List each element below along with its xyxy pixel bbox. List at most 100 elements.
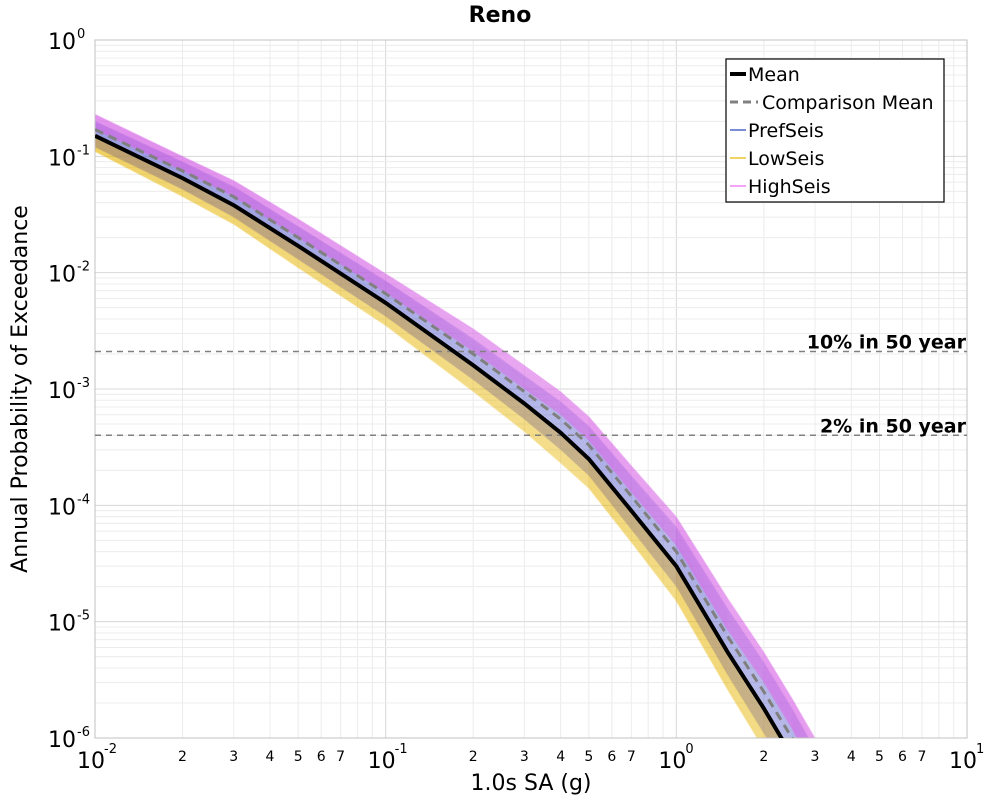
lowseis-curve: [95, 140, 774, 738]
highseis-curve: [95, 115, 814, 738]
mixed-curve: [95, 136, 783, 738]
highseis-curve: [95, 117, 811, 738]
x-minor-tick-label: 2: [178, 749, 187, 765]
prefseis-curve: [95, 142, 774, 738]
prefseis-curve: [95, 130, 795, 738]
highseis-curve: [95, 122, 805, 738]
highseis-curve: [95, 119, 808, 738]
mixed-curve: [95, 116, 812, 738]
x-minor-tick-label: 6: [317, 749, 326, 765]
x-minor-tick-label: 3: [520, 749, 529, 765]
y-tick-exponent: -3: [77, 376, 90, 391]
prefseis-curve: [95, 132, 792, 738]
highseis-curve: [95, 123, 804, 738]
x-minor-tick-label: 7: [627, 749, 636, 765]
mixed-curve: [95, 140, 777, 738]
lowseis-curve: [95, 140, 775, 738]
comparison-mean-line: [95, 128, 794, 738]
lowseis-curve: [95, 139, 776, 738]
prefseis-curve: [95, 120, 809, 738]
mixed-curve: [95, 115, 813, 738]
lowseis-curve: [95, 150, 759, 738]
x-tick-label: 10: [77, 749, 105, 774]
lowseis-curve: [95, 137, 779, 738]
highseis-curve: [95, 114, 815, 738]
highseis-curve: [95, 126, 801, 738]
highseis-curve: [95, 119, 809, 738]
highseis-curve: [95, 117, 811, 738]
x-tick-label: 10: [368, 749, 396, 774]
y-tick-label: 10: [48, 379, 76, 404]
x-minor-tick-label: 4: [847, 749, 856, 765]
lowseis-curve: [95, 140, 774, 738]
highseis-curve: [95, 122, 806, 738]
y-tick-exponent: -5: [77, 609, 90, 624]
mixed-curve: [95, 114, 815, 738]
y-tick-exponent: -2: [77, 260, 90, 275]
prefseis-curve: [95, 134, 788, 738]
chart-title: Reno: [469, 3, 532, 28]
lowseis-curve: [95, 136, 780, 738]
lowseis-curve: [95, 141, 773, 738]
mixed-curve: [95, 123, 802, 738]
x-tick-exponent: 0: [685, 742, 693, 757]
lowseis-curve: [95, 144, 769, 738]
prefseis-curve: [95, 141, 776, 738]
highseis-curve: [95, 121, 807, 738]
prefseis-curve: [95, 133, 789, 738]
prefseis-curve: [95, 139, 780, 738]
legend-label-prefseis: PrefSeis: [748, 120, 824, 142]
prefseis-curve: [95, 133, 791, 738]
x-tick-exponent: -2: [104, 742, 117, 757]
prefseis-curve: [95, 127, 800, 738]
highseis-curve: [95, 118, 810, 738]
lowseis-curve: [95, 149, 760, 738]
lowseis-curve: [95, 148, 762, 738]
lowseis-curve: [95, 138, 777, 738]
x-tick-exponent: -1: [395, 742, 408, 757]
x-minor-tick-label: 4: [556, 749, 565, 765]
mixed-curve: [95, 143, 773, 738]
mixed-curve: [95, 119, 808, 738]
highseis-curve: [95, 116, 813, 738]
lowseis-curve: [95, 144, 768, 738]
y-tick-label: 10: [48, 146, 76, 171]
mixed-curve: [95, 122, 804, 738]
mean-line: [95, 133, 784, 738]
highseis-curve: [95, 117, 812, 738]
x-minor-tick-label: 5: [875, 749, 884, 765]
prefseis-curve: [95, 136, 785, 738]
x-minor-tick-label: 2: [759, 749, 768, 765]
highseis-curve: [95, 127, 800, 738]
highseis-curve: [95, 121, 806, 738]
prefseis-curve: [95, 122, 807, 738]
plot-area-frame: [94, 39, 968, 739]
prefseis-curve: [95, 135, 786, 738]
lowseis-curve: [95, 149, 760, 738]
y-tick-label: 10: [48, 495, 76, 520]
highseis-curve: [95, 126, 801, 738]
prefseis-curve: [95, 137, 784, 738]
prefseis-curve: [95, 130, 796, 738]
x-axis-label: 1.0s SA (g): [471, 771, 592, 796]
highseis-curve: [95, 120, 808, 738]
highseis-curve: [95, 114, 815, 738]
legend-label-mean: Mean: [748, 64, 800, 86]
x-minor-tick-label: 7: [336, 749, 345, 765]
lowseis-curve: [95, 142, 771, 738]
mixed-curve: [95, 120, 806, 738]
lowseis-curve: [95, 147, 764, 738]
prefseis-curve: [95, 124, 805, 738]
mixed-curve: [95, 134, 787, 738]
x-minor-tick-label: 4: [266, 749, 275, 765]
x-tick-label: 10: [949, 749, 977, 774]
mixed-curve: [95, 139, 779, 738]
y-tick-exponent: -1: [77, 143, 90, 158]
prefseis-curve: [95, 139, 781, 738]
prefseis-curve: [95, 123, 806, 738]
y-tick-label: 10: [48, 263, 76, 288]
legend-label-comparison-mean: Comparison Mean: [762, 92, 934, 114]
lowseis-curve: [95, 138, 777, 738]
x-tick-exponent: 1: [976, 742, 984, 757]
